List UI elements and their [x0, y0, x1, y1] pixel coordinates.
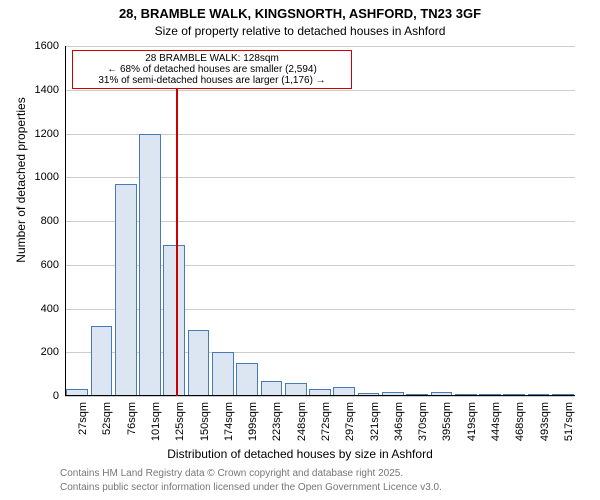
x-tick-label: 444sqm [490, 402, 502, 441]
annotation-line-3: 31% of semi-detached houses are larger (… [77, 75, 347, 86]
histogram-bar [212, 352, 234, 396]
histogram-bar [115, 184, 137, 396]
y-axis-line [65, 46, 66, 396]
x-tick-label: 468sqm [514, 402, 526, 441]
x-tick-label: 297sqm [344, 402, 356, 441]
histogram-bar [139, 134, 161, 397]
x-tick-label: 493sqm [539, 402, 551, 441]
x-tick-label: 517sqm [563, 402, 575, 441]
y-tick-label: 200 [41, 346, 59, 358]
footer-line-1: Contains HM Land Registry data © Crown c… [60, 468, 403, 479]
x-tick-label: 272sqm [320, 402, 332, 441]
marker-line [176, 88, 178, 396]
y-tick-label: 400 [41, 303, 59, 315]
chart-container: { "title_line1": "28, BRAMBLE WALK, KING… [0, 0, 600, 500]
y-tick-label: 1400 [35, 84, 59, 96]
x-tick-label: 125sqm [174, 402, 186, 441]
y-tick-label: 1200 [35, 128, 59, 140]
x-tick-label: 101sqm [150, 402, 162, 441]
chart-title: 28, BRAMBLE WALK, KINGSNORTH, ASHFORD, T… [0, 6, 600, 21]
gridline [65, 46, 575, 47]
annotation-box: 28 BRAMBLE WALK: 128sqm← 68% of detached… [72, 50, 352, 89]
x-tick-label: 419sqm [466, 402, 478, 441]
gridline [65, 396, 575, 397]
annotation-line-2: ← 68% of detached houses are smaller (2,… [77, 64, 347, 75]
x-tick-label: 150sqm [199, 402, 211, 441]
gridline [65, 90, 575, 91]
histogram-bar [236, 363, 258, 396]
chart-subtitle: Size of property relative to detached ho… [0, 24, 600, 38]
annotation-line-1: 28 BRAMBLE WALK: 128sqm [77, 53, 347, 64]
y-tick-label: 1600 [35, 40, 59, 52]
x-tick-label: 174sqm [223, 402, 235, 441]
histogram-bar [261, 381, 283, 396]
y-tick-label: 800 [41, 215, 59, 227]
x-tick-label: 370sqm [417, 402, 429, 441]
x-tick-label: 199sqm [247, 402, 259, 441]
x-tick-label: 346sqm [393, 402, 405, 441]
footer-line-2: Contains public sector information licen… [60, 482, 442, 493]
x-tick-label: 52sqm [101, 402, 113, 435]
histogram-bar [163, 245, 185, 396]
y-tick-label: 0 [53, 390, 59, 402]
x-axis-label: Distribution of detached houses by size … [0, 447, 600, 461]
x-axis-line [65, 395, 575, 396]
x-tick-label: 27sqm [77, 402, 89, 435]
y-axis-label: Number of detached properties [14, 40, 28, 320]
plot-area: 0200400600800100012001400160027sqm52sqm7… [65, 46, 575, 396]
y-tick-label: 600 [41, 259, 59, 271]
x-tick-label: 248sqm [296, 402, 308, 441]
x-tick-label: 395sqm [441, 402, 453, 441]
histogram-bar [91, 326, 113, 396]
x-tick-label: 223sqm [271, 402, 283, 441]
x-tick-label: 76sqm [126, 402, 138, 435]
y-tick-label: 1000 [35, 171, 59, 183]
x-tick-label: 321sqm [369, 402, 381, 441]
histogram-bar [188, 330, 210, 396]
